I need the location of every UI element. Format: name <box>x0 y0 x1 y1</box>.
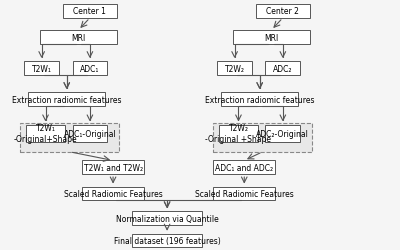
Text: Scaled Radiomic Features: Scaled Radiomic Features <box>64 189 162 198</box>
FancyBboxPatch shape <box>233 31 310 45</box>
FancyBboxPatch shape <box>219 125 258 142</box>
FancyBboxPatch shape <box>72 125 107 142</box>
Text: Center 2: Center 2 <box>266 8 299 16</box>
FancyBboxPatch shape <box>221 93 298 106</box>
Text: Scaled Radiomic Features: Scaled Radiomic Features <box>195 189 294 198</box>
FancyBboxPatch shape <box>20 124 119 152</box>
Text: MRI: MRI <box>71 33 86 42</box>
FancyBboxPatch shape <box>266 62 300 76</box>
Text: Normalization via Quantile: Normalization via Quantile <box>116 214 218 223</box>
Text: T2W₁: T2W₁ <box>32 64 52 73</box>
Text: ADC₂: ADC₂ <box>273 64 292 73</box>
Text: T2W₁
-Original+Shape: T2W₁ -Original+Shape <box>14 124 77 143</box>
FancyBboxPatch shape <box>40 31 117 45</box>
Text: Extraction radiomic features: Extraction radiomic features <box>205 95 314 104</box>
Text: MRI: MRI <box>264 33 278 42</box>
FancyBboxPatch shape <box>82 187 144 200</box>
FancyBboxPatch shape <box>82 161 144 174</box>
Text: T2W₂: T2W₂ <box>225 64 245 73</box>
FancyBboxPatch shape <box>26 125 65 142</box>
Text: T2W₂
-Original +Shape: T2W₂ -Original +Shape <box>206 124 272 143</box>
FancyBboxPatch shape <box>213 187 275 200</box>
Text: Center 1: Center 1 <box>74 8 106 16</box>
Text: ADC₁: ADC₁ <box>80 64 100 73</box>
Text: Final dataset (196 features): Final dataset (196 features) <box>114 236 220 245</box>
Text: T2W₁ and T2W₂: T2W₁ and T2W₂ <box>84 163 143 172</box>
Text: Extraction radiomic features: Extraction radiomic features <box>12 95 122 104</box>
Text: ADC₁ and ADC₂: ADC₁ and ADC₂ <box>215 163 273 172</box>
FancyBboxPatch shape <box>132 234 202 247</box>
FancyBboxPatch shape <box>72 62 107 76</box>
Text: ADC₂-Original: ADC₂-Original <box>256 129 309 138</box>
FancyBboxPatch shape <box>24 62 59 76</box>
FancyBboxPatch shape <box>266 125 300 142</box>
FancyBboxPatch shape <box>213 124 312 152</box>
FancyBboxPatch shape <box>132 212 202 225</box>
FancyBboxPatch shape <box>63 5 117 19</box>
FancyBboxPatch shape <box>213 161 275 174</box>
Text: ADC₁-Original: ADC₁-Original <box>64 129 116 138</box>
FancyBboxPatch shape <box>217 62 252 76</box>
FancyBboxPatch shape <box>28 93 105 106</box>
FancyBboxPatch shape <box>256 5 310 19</box>
